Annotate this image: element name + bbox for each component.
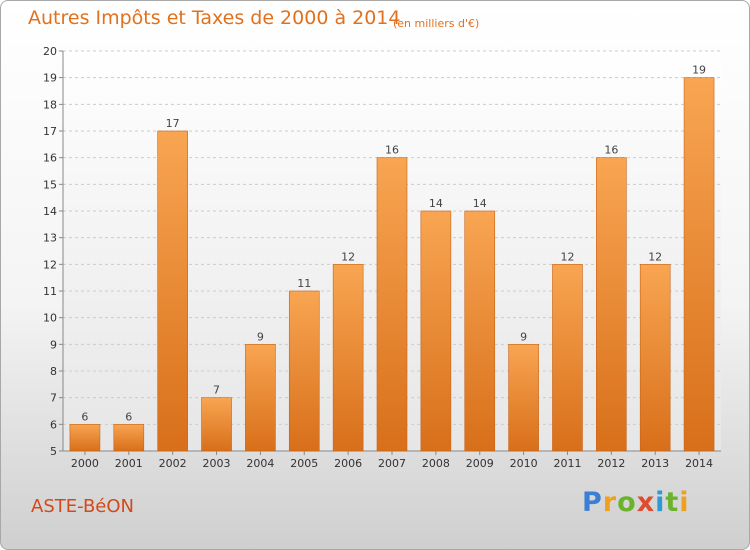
y-tick-label: 14 bbox=[43, 205, 57, 218]
data-label: 9 bbox=[520, 330, 527, 343]
bar bbox=[245, 344, 276, 452]
x-tick-label: 2003 bbox=[203, 457, 231, 470]
logo-letter: P bbox=[582, 487, 603, 518]
y-tick-label: 15 bbox=[43, 178, 57, 191]
x-tick-label: 2010 bbox=[510, 457, 538, 470]
data-label: 14 bbox=[473, 197, 487, 210]
bar bbox=[639, 264, 671, 452]
data-label: 6 bbox=[125, 410, 132, 423]
data-label: 12 bbox=[648, 250, 662, 263]
y-tick-label: 18 bbox=[43, 98, 57, 111]
data-label: 16 bbox=[385, 144, 399, 157]
data-label: 7 bbox=[213, 384, 220, 397]
data-label: 9 bbox=[257, 330, 264, 343]
y-tick-label: 5 bbox=[50, 445, 57, 458]
y-tick-label: 16 bbox=[43, 152, 57, 165]
bar bbox=[288, 290, 320, 452]
y-tick-label: 17 bbox=[43, 125, 57, 138]
chart-title: Autres Impôts et Taxes de 2000 à 2014 bbox=[28, 7, 401, 29]
y-tick-label: 6 bbox=[50, 418, 57, 431]
data-label: 14 bbox=[429, 197, 443, 210]
bar bbox=[508, 344, 539, 452]
data-label: 12 bbox=[560, 250, 574, 263]
bar bbox=[420, 210, 452, 452]
y-tick-label: 7 bbox=[50, 392, 57, 405]
y-tick-label: 13 bbox=[43, 232, 57, 245]
x-tick-label: 2005 bbox=[290, 457, 318, 470]
logo-letter: i bbox=[679, 487, 690, 518]
y-tick-label: 19 bbox=[43, 72, 57, 85]
y-tick-label: 8 bbox=[50, 365, 57, 378]
x-tick-label: 2000 bbox=[71, 457, 99, 470]
x-tick-label: 2004 bbox=[246, 457, 274, 470]
bar bbox=[683, 77, 715, 452]
logo-letter: t bbox=[665, 487, 680, 518]
bar bbox=[332, 264, 364, 452]
data-label: 19 bbox=[692, 64, 706, 77]
x-tick-label: 2006 bbox=[334, 457, 362, 470]
bar bbox=[596, 157, 627, 452]
proxiti-logo: Proxiti bbox=[582, 487, 690, 518]
bar bbox=[376, 157, 408, 452]
x-tick-label: 2008 bbox=[422, 457, 450, 470]
x-tick-label: 2012 bbox=[597, 457, 625, 470]
y-tick-label: 10 bbox=[43, 312, 57, 325]
data-label: 17 bbox=[166, 117, 180, 130]
logo-letter: o bbox=[617, 487, 637, 518]
logo-letter: r bbox=[602, 487, 618, 518]
x-tick-label: 2011 bbox=[553, 457, 581, 470]
bar bbox=[201, 397, 232, 452]
y-tick-label: 11 bbox=[43, 285, 57, 298]
logo-letter: i bbox=[655, 487, 666, 518]
bar bbox=[69, 424, 101, 452]
logo-letter: x bbox=[636, 487, 656, 518]
bar bbox=[113, 424, 145, 452]
x-tick-label: 2009 bbox=[466, 457, 494, 470]
x-tick-label: 2013 bbox=[641, 457, 669, 470]
bar bbox=[157, 130, 188, 452]
data-label: 12 bbox=[341, 250, 355, 263]
commune-name: ASTE-BéON bbox=[31, 496, 135, 517]
y-tick-label: 20 bbox=[43, 45, 57, 58]
data-label: 6 bbox=[81, 410, 88, 423]
x-tick-label: 2002 bbox=[159, 457, 187, 470]
x-tick-label: 2007 bbox=[378, 457, 406, 470]
x-tick-label: 2001 bbox=[115, 457, 143, 470]
data-label: 11 bbox=[297, 277, 311, 290]
chart-subtitle: (en milliers d'€) bbox=[393, 17, 480, 30]
y-tick-label: 12 bbox=[43, 258, 57, 271]
bar bbox=[464, 210, 496, 452]
data-label: 16 bbox=[604, 144, 618, 157]
y-tick-label: 9 bbox=[50, 338, 57, 351]
bar bbox=[552, 264, 583, 452]
x-tick-label: 2014 bbox=[685, 457, 713, 470]
